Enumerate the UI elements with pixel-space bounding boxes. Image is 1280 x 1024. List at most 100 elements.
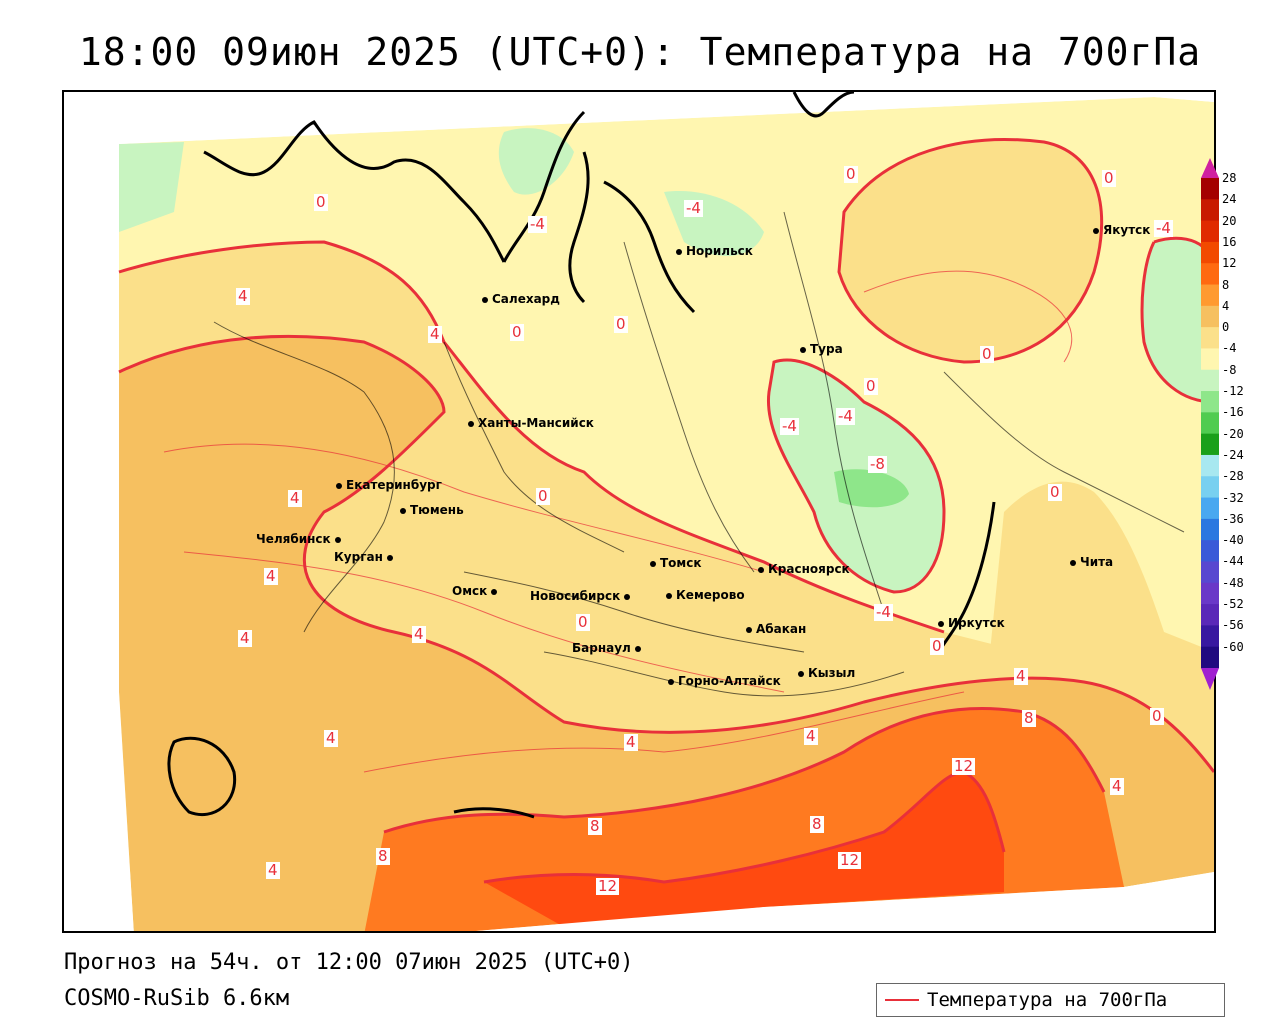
colorbar-segment bbox=[1201, 178, 1219, 200]
city-label: Якутск bbox=[1093, 223, 1150, 237]
colorbar-segment bbox=[1201, 199, 1219, 222]
map-title: 18:00 09июн 2025 (UTC+0): Температура на… bbox=[78, 30, 1202, 74]
band-east bbox=[984, 481, 1214, 732]
city-label: Салехард bbox=[482, 292, 560, 306]
city-name: Горно-Алтайск bbox=[678, 674, 781, 688]
cold-far-west bbox=[119, 142, 184, 232]
contour-label: 4 bbox=[266, 861, 280, 879]
colorbar-segment bbox=[1201, 433, 1219, 456]
city-label: Чита bbox=[1070, 555, 1113, 569]
colorbar-segment bbox=[1201, 476, 1219, 499]
legend-label: Температура на 700гПа bbox=[927, 989, 1168, 1011]
colorbar-tick-label: -56 bbox=[1222, 618, 1244, 633]
colorbar-segment bbox=[1201, 391, 1219, 413]
city-dot bbox=[468, 420, 474, 427]
city-label: Тура bbox=[800, 342, 843, 356]
band-yakutsk bbox=[839, 139, 1102, 362]
contour-label: -4 bbox=[528, 215, 547, 233]
city-dot bbox=[634, 645, 641, 652]
city-label: Курган bbox=[334, 550, 397, 564]
city-label: Норильск bbox=[676, 244, 753, 258]
colorbar-max-arrow bbox=[1201, 158, 1219, 178]
contour-label: 0 bbox=[930, 637, 944, 655]
city-dot bbox=[938, 620, 944, 627]
colorbar-tick-label: 20 bbox=[1222, 213, 1237, 228]
city-label: Тюмень bbox=[400, 503, 464, 517]
contour-label: 12 bbox=[838, 851, 862, 869]
colorbar-segment bbox=[1201, 518, 1219, 541]
contour-label: 0 bbox=[980, 345, 994, 363]
contour-label: 4 bbox=[1110, 777, 1124, 795]
city-dot bbox=[650, 560, 656, 567]
contour-label: 8 bbox=[588, 817, 602, 835]
legend-line-swatch bbox=[885, 999, 919, 1001]
colorbar-segment bbox=[1201, 625, 1219, 648]
contour-label: 0 bbox=[536, 487, 550, 505]
contour-label: 8 bbox=[376, 847, 390, 865]
contour-label: 0 bbox=[314, 193, 328, 211]
colorbar-segment bbox=[1201, 454, 1219, 477]
contour-label: 4 bbox=[288, 489, 302, 507]
colorbar-segment bbox=[1201, 604, 1219, 626]
contour-label: 8 bbox=[810, 815, 824, 833]
city-name: Курган bbox=[334, 550, 383, 564]
city-label: Барнаул bbox=[572, 641, 645, 655]
contour-label: -4 bbox=[874, 603, 893, 621]
colorbar-segment bbox=[1201, 412, 1219, 435]
contour-label: 4 bbox=[624, 733, 638, 751]
colorbar-segment bbox=[1201, 327, 1219, 349]
city-name: Якутск bbox=[1103, 223, 1151, 237]
city-label: Абакан bbox=[746, 622, 806, 636]
colorbar-tick-label: 28 bbox=[1222, 171, 1237, 185]
city-dot bbox=[666, 592, 672, 599]
colorbar-tick-label: -8 bbox=[1222, 362, 1237, 377]
city-name: Новосибирск bbox=[530, 589, 621, 603]
city-name: Иркутск bbox=[948, 616, 1005, 630]
temperature-colorbar bbox=[1201, 158, 1219, 690]
city-label: Томск bbox=[650, 556, 702, 570]
city-dot bbox=[400, 507, 406, 514]
contour-label: -4 bbox=[836, 407, 855, 425]
city-label: Новосибирск bbox=[530, 589, 634, 603]
colorbar-segment bbox=[1201, 582, 1219, 605]
model-info: COSMO-RuSib 6.6км bbox=[64, 986, 290, 1011]
contour-label: 4 bbox=[412, 625, 426, 643]
contour-label: 0 bbox=[864, 377, 878, 395]
colorbar-segment bbox=[1201, 241, 1219, 264]
colorbar-segment bbox=[1201, 561, 1219, 584]
city-name: Кызыл bbox=[808, 666, 856, 680]
city-dot bbox=[758, 566, 764, 573]
city-name: Омск bbox=[452, 584, 488, 598]
map-area[interactable]: Салехард Норильск Якутск Тура Ханты-Манс… bbox=[62, 90, 1216, 933]
colorbar-segment bbox=[1201, 540, 1219, 562]
city-name: Абакан bbox=[756, 622, 807, 636]
city-name: Чита bbox=[1080, 555, 1114, 569]
forecast-info: Прогноз на 54ч. от 12:00 07июн 2025 (UTC… bbox=[64, 950, 634, 975]
colorbar-segment bbox=[1201, 497, 1219, 520]
colorbar-tick-label: -24 bbox=[1222, 447, 1244, 462]
colorbar-tick-label: -44 bbox=[1222, 554, 1244, 569]
city-name: Салехард bbox=[492, 292, 560, 306]
city-label: Омск bbox=[452, 584, 501, 598]
temperature-map bbox=[64, 92, 1214, 931]
city-label: Кемерово bbox=[666, 588, 745, 602]
colorbar-tick-label: -4 bbox=[1222, 341, 1237, 356]
colorbar-min-arrow bbox=[1201, 668, 1219, 690]
contour-label: 4 bbox=[236, 287, 250, 305]
city-name: Норильск bbox=[686, 244, 753, 258]
contour-label: 0 bbox=[614, 315, 628, 333]
colorbar-tick-label: -12 bbox=[1222, 384, 1244, 399]
contour-label: 12 bbox=[952, 757, 976, 775]
contour-label: -4 bbox=[684, 199, 703, 217]
contour-label: 4 bbox=[264, 567, 278, 585]
contour-label: 4 bbox=[1014, 667, 1028, 685]
contour-label: -4 bbox=[780, 417, 799, 435]
colorbar-tick-label: 12 bbox=[1222, 256, 1237, 271]
contour-label: 4 bbox=[804, 727, 818, 745]
colorbar-tick-label: 16 bbox=[1222, 234, 1237, 249]
city-name: Кемерово bbox=[676, 588, 745, 602]
contour-label: 4 bbox=[238, 629, 252, 647]
colorbar-tick-label: -28 bbox=[1222, 469, 1244, 484]
city-name: Барнаул bbox=[572, 641, 631, 655]
city-name: Тюмень bbox=[410, 503, 464, 517]
